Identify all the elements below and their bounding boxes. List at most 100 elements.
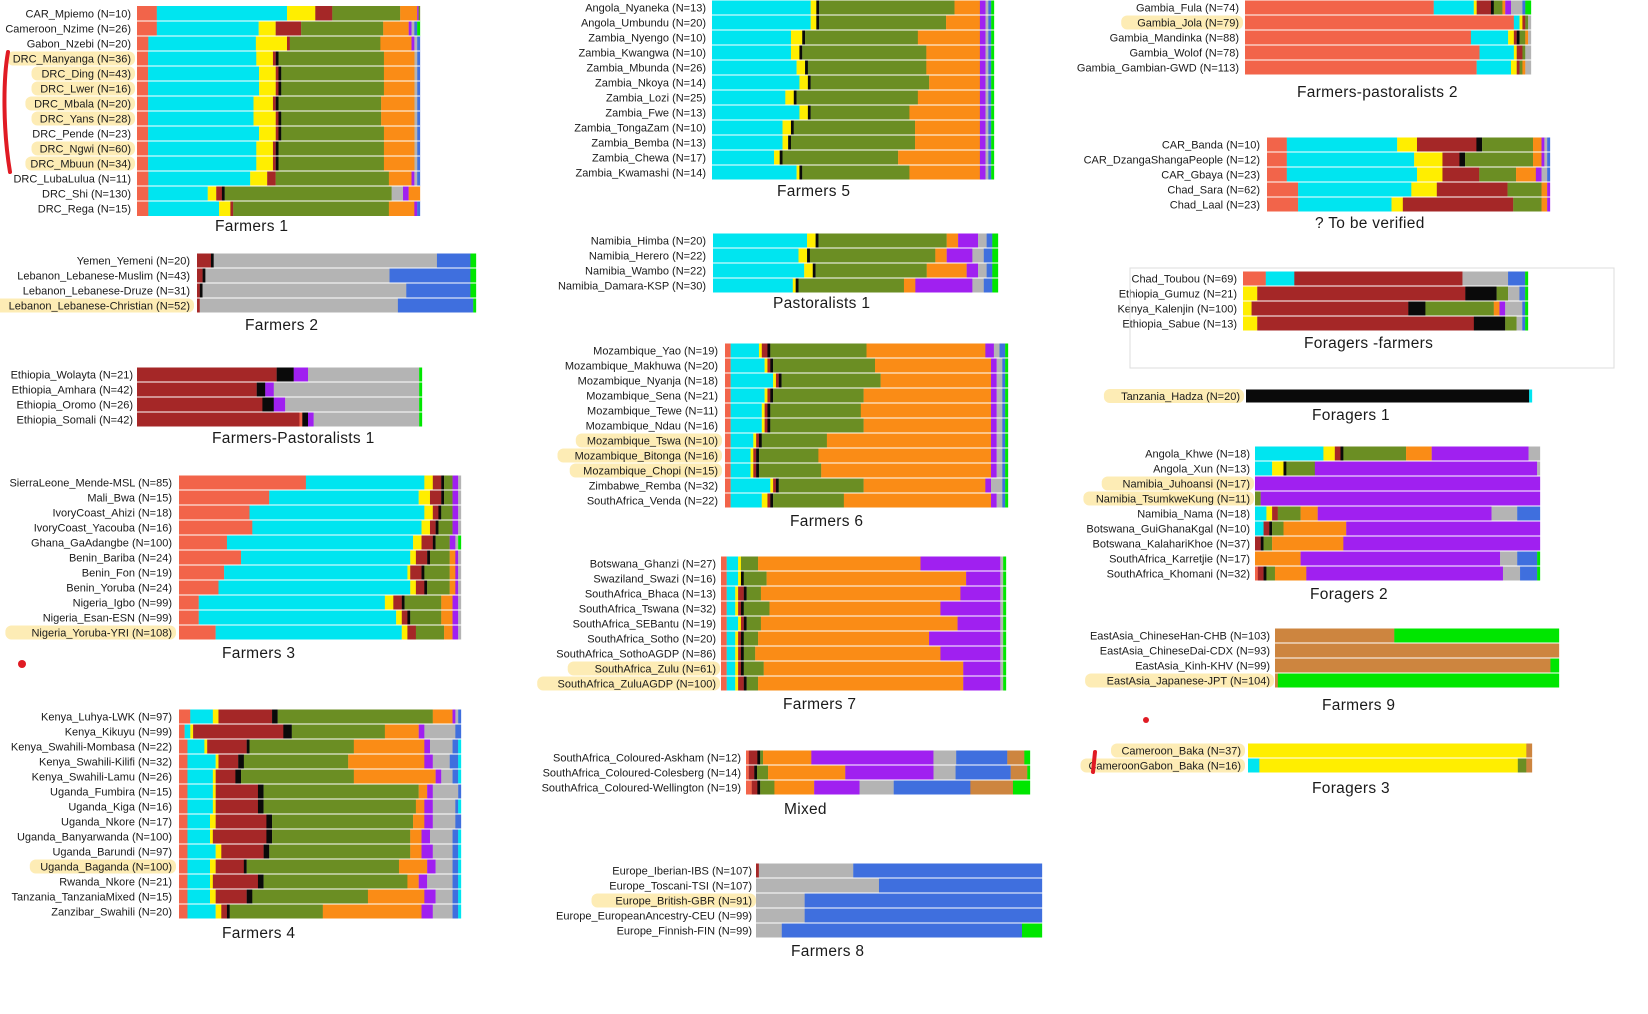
population-label: Uganda_Nkore (N=17) — [61, 817, 172, 829]
bar-segment-olive — [1525, 15, 1529, 30]
bar-segment-olive — [1493, 0, 1503, 15]
bar-segment-purple — [424, 814, 433, 829]
bar-segment-orange — [380, 36, 412, 51]
bar-segment-green — [473, 298, 477, 313]
bar-segment-darkred — [215, 784, 259, 799]
label-highlight — [0, 298, 194, 313]
bar-segment-green — [1525, 286, 1529, 301]
bar-segment-blue — [452, 889, 459, 904]
bar-segment-green — [1003, 616, 1007, 631]
bar-segment-red — [725, 463, 731, 478]
bar-segment-olive — [773, 388, 864, 403]
bar-segment-purple — [1300, 551, 1501, 566]
bar-segment-orange — [1274, 566, 1307, 581]
panel-title: Farmers-Pastoralists 1 — [212, 430, 375, 447]
bar-segment-black — [802, 30, 806, 45]
bar-segment-green — [991, 135, 995, 150]
bar-segment-gray — [985, 90, 989, 105]
panel-foragers-farmers: Chad_Toubou (N=69) Ethiopia_Gumuz (N=21) K… — [1117, 271, 1529, 352]
bar-segment-cyan — [1476, 60, 1512, 75]
bar-segment-blue — [983, 248, 993, 263]
bar-zambia-tongazam-n-10 — [712, 120, 995, 135]
bar-segment-cyan — [148, 96, 254, 111]
bar-segment-gray — [985, 30, 989, 45]
bar-segment-orange — [766, 571, 967, 586]
bar-segment-blue — [452, 739, 459, 754]
bar-segment-blue — [455, 799, 459, 814]
bar-segment-red — [137, 21, 157, 36]
panel-title: Farmers 9 — [1322, 697, 1395, 714]
bar-segment-yellow — [256, 141, 274, 156]
bar-segment-orange — [763, 661, 964, 676]
bar-segment-green — [1003, 661, 1007, 676]
bar-ethiopia-gumuz-n-21 — [1243, 286, 1529, 301]
bar-segment-gray — [985, 150, 989, 165]
bar-segment-darkred — [212, 829, 267, 844]
bar-segment-purple — [265, 382, 274, 397]
bar-segment-olive — [275, 171, 390, 186]
bar-segment-red — [1267, 152, 1287, 167]
bar-segment-darkred — [272, 141, 276, 156]
bar-segment-purple — [1541, 152, 1545, 167]
population-label: Gambia_Mandinka (N=88) — [1110, 33, 1239, 45]
population-label: Yemen_Yemeni (N=20) — [77, 256, 190, 268]
population-label: EastAsia_ChineseDai-CDX (N=93) — [1100, 646, 1270, 658]
bar-segment-darkred — [410, 565, 422, 580]
bar-segment-blue — [988, 120, 992, 135]
bar-segment-purple — [991, 448, 997, 463]
bar-segment-darkred — [738, 646, 742, 661]
bar-segment-yellow — [421, 520, 431, 535]
bar-segment-gray — [985, 60, 989, 75]
bar-segment-black — [1263, 566, 1267, 581]
bar-segment-gray — [1000, 661, 1004, 676]
bar-segment-cyan — [148, 36, 257, 51]
bar-segment-cyan — [215, 625, 402, 640]
population-label: Kenya_Swahili-Mombasa (N=22) — [11, 742, 172, 754]
bar-segment-darkred — [1334, 446, 1341, 461]
bar-segment-red — [725, 478, 731, 493]
bar-segment-darkred — [315, 6, 333, 21]
bar-segment-cyan — [712, 120, 783, 135]
population-label: Kenya_Swahili-Lamu (N=26) — [32, 772, 172, 784]
bar-segment-black — [807, 248, 811, 263]
label-highlight — [1111, 743, 1245, 758]
bar-segment-yellow — [1259, 758, 1518, 773]
panel-title: Farmers 3 — [222, 645, 295, 662]
population-label: Angola_Khwe (N=18) — [1145, 449, 1250, 461]
bar-segment-blue — [417, 96, 421, 111]
population-label: Europe_Toscani-TSI (N=107) — [609, 881, 752, 893]
bar-segment-purple — [403, 186, 409, 201]
bar-segment-orange — [407, 874, 419, 889]
label-highlight — [591, 893, 756, 908]
bar-segment-cyan — [148, 156, 257, 171]
bar-segment-olive — [770, 418, 864, 433]
bar-segment-cyan — [148, 51, 257, 66]
bar-southafrica-sotho-n-20 — [721, 631, 1007, 646]
bar-segment-gray — [458, 520, 462, 535]
bar-segment-purple — [811, 750, 934, 765]
bar-segment-red — [721, 676, 727, 691]
bar-segment-blue — [804, 893, 1043, 908]
population-label: Mali_Bwa (N=15) — [87, 493, 172, 505]
bar-segment-cyan — [148, 171, 251, 186]
bar-segment-purple — [424, 889, 436, 904]
bar-segment-cyan — [712, 165, 797, 180]
bar-segment-gray — [985, 75, 989, 90]
bar-segment-purple — [814, 780, 860, 795]
bar-mozambique-tswa-n-10 — [725, 433, 1009, 448]
bar-namibia-nama-n-18 — [1255, 506, 1541, 521]
bar-segment-yellow — [792, 278, 796, 293]
bar-segment-black — [256, 382, 266, 397]
bar-segment-cyan — [726, 676, 736, 691]
bar-segment-purple — [991, 433, 997, 448]
population-label: Zambia_Bemba (N=13) — [591, 138, 706, 150]
population-label: Gambia_Fula (N=74) — [1136, 3, 1239, 15]
bar-segment-gray — [996, 433, 1003, 448]
bar-segment-orange — [898, 150, 981, 165]
bar-segment-darkred — [432, 475, 442, 490]
bar-segment-purple — [293, 367, 309, 382]
bar-segment-orange — [388, 201, 415, 216]
bar-uganda-banyarwanda-n-100 — [179, 829, 462, 844]
bar-segment-yellow — [215, 844, 222, 859]
bar-segment-green — [1537, 566, 1541, 581]
